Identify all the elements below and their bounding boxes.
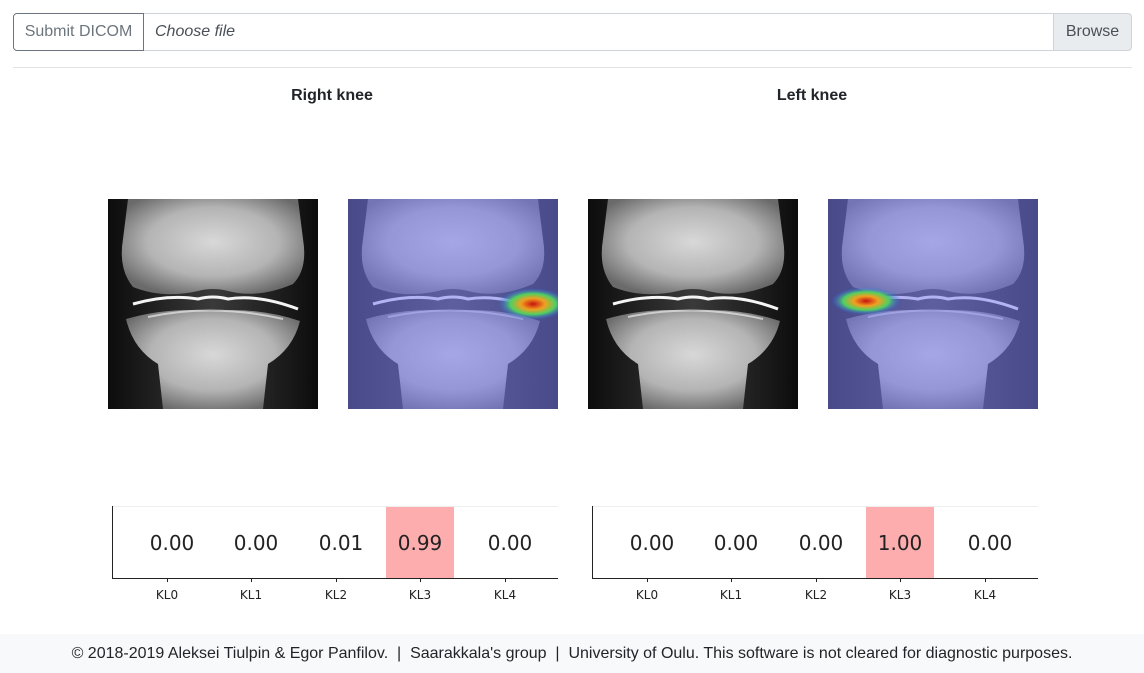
right-kl0-probability: 0.00 — [149, 530, 195, 555]
right-kl1-probability: 0.00 — [233, 530, 279, 555]
tick-label-kl4: KL4 — [493, 588, 517, 602]
tick — [420, 578, 421, 582]
tick — [985, 578, 986, 582]
divider — [13, 67, 1132, 68]
tick-label-kl0: KL0 — [155, 588, 179, 602]
tick-label-kl3: KL3 — [888, 588, 912, 602]
tick-label-kl1: KL1 — [239, 588, 263, 602]
left-knee-kl-probabilities: 0.00 0.00 0.00 1.00 0.00 KL0 KL1 KL2 KL3… — [592, 506, 1038, 606]
right-knee-title: Right knee — [291, 87, 373, 104]
left-knee-xray — [588, 199, 798, 409]
tick-label-kl2: KL2 — [324, 588, 348, 602]
tick — [900, 578, 901, 582]
axis-top — [112, 506, 558, 507]
tick-label-kl1: KL1 — [719, 588, 743, 602]
axis-top — [592, 506, 1038, 507]
tick-label-kl0: KL0 — [635, 588, 659, 602]
footer: © 2018-2019 Aleksei Tiulpin & Egor Panfi… — [0, 634, 1144, 673]
left-knee-title: Left knee — [776, 87, 848, 104]
right-kl4-probability: 0.00 — [487, 530, 533, 555]
axis-bottom — [592, 578, 1038, 579]
tick-label-kl4: KL4 — [973, 588, 997, 602]
axis-left — [592, 506, 593, 579]
tick — [731, 578, 732, 582]
file-input[interactable]: Choose file — [144, 13, 1053, 51]
left-knee-heatmap — [828, 199, 1038, 409]
browse-button[interactable]: Browse — [1053, 13, 1132, 51]
tick — [251, 578, 252, 582]
submit-dicom-button[interactable]: Submit DICOM — [13, 13, 144, 51]
tick-label-kl2: KL2 — [804, 588, 828, 602]
tick-label-kl3: KL3 — [408, 588, 432, 602]
tick — [336, 578, 337, 582]
axis-bottom — [112, 578, 558, 579]
tick — [167, 578, 168, 582]
tick — [505, 578, 506, 582]
left-kl4-probability: 0.00 — [967, 530, 1013, 555]
dicom-upload-bar: Submit DICOM Choose file Browse — [13, 13, 1132, 51]
left-kl3-probability: 1.00 — [866, 507, 934, 578]
tick — [816, 578, 817, 582]
left-kl1-probability: 0.00 — [713, 530, 759, 555]
right-knee-xray — [108, 199, 318, 409]
right-knee-kl-probabilities: 0.00 0.00 0.01 0.99 0.00 KL0 KL1 KL2 KL3… — [112, 506, 558, 606]
left-kl0-probability: 0.00 — [629, 530, 675, 555]
right-kl2-probability: 0.01 — [318, 530, 364, 555]
axis-left — [112, 506, 113, 579]
left-kl2-probability: 0.00 — [798, 530, 844, 555]
footer-text: © 2018-2019 Aleksei Tiulpin & Egor Panfi… — [71, 644, 1073, 662]
tick — [647, 578, 648, 582]
right-knee-heatmap — [348, 199, 558, 409]
right-kl3-probability: 0.99 — [386, 507, 454, 578]
